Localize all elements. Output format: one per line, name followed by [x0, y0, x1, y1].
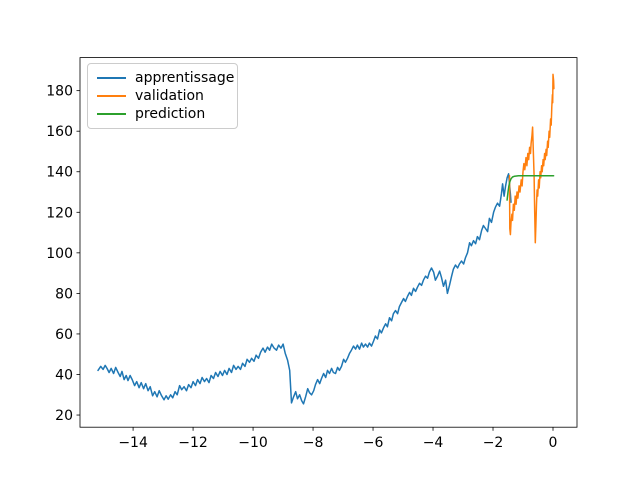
- y-tick-label: 100: [46, 246, 73, 262]
- series-line-apprentissage: [97, 173, 512, 405]
- legend-line-swatch-validation: [97, 95, 126, 97]
- legend-label: validation: [135, 88, 204, 104]
- legend-label: apprentissage: [135, 70, 235, 86]
- legend-item-validation: validation: [97, 87, 227, 105]
- axes-frame: [79, 57, 578, 428]
- x-tick-label: −12: [178, 435, 208, 451]
- x-tick-label: −8: [303, 435, 324, 451]
- legend: apprentissage validation prediction: [87, 63, 238, 129]
- legend-label: prediction: [135, 106, 206, 122]
- legend-item-apprentissage: apprentissage: [97, 69, 234, 87]
- y-tick-label: 140: [46, 165, 73, 181]
- y-tick-label: 60: [55, 327, 73, 343]
- y-tick-label: 160: [46, 124, 73, 140]
- series-line-validation: [508, 73, 555, 244]
- x-tick-label: −6: [363, 435, 384, 451]
- y-tick-label: 40: [55, 367, 73, 383]
- series-line-prediction: [506, 175, 555, 201]
- x-tick-label: −4: [423, 435, 444, 451]
- x-tick-label: −10: [238, 435, 268, 451]
- legend-line-swatch-prediction: [97, 113, 126, 115]
- legend-item-prediction: prediction: [97, 105, 227, 123]
- y-tick-label: 20: [55, 408, 73, 424]
- x-tick-label: −2: [483, 435, 504, 451]
- legend-line-swatch-apprentissage: [97, 77, 126, 79]
- x-tick-label: 0: [549, 435, 558, 451]
- y-tick-label: 120: [46, 205, 73, 221]
- x-tick-label: −14: [118, 435, 148, 451]
- y-tick-label: 180: [46, 84, 73, 100]
- y-tick-label: 80: [55, 286, 73, 302]
